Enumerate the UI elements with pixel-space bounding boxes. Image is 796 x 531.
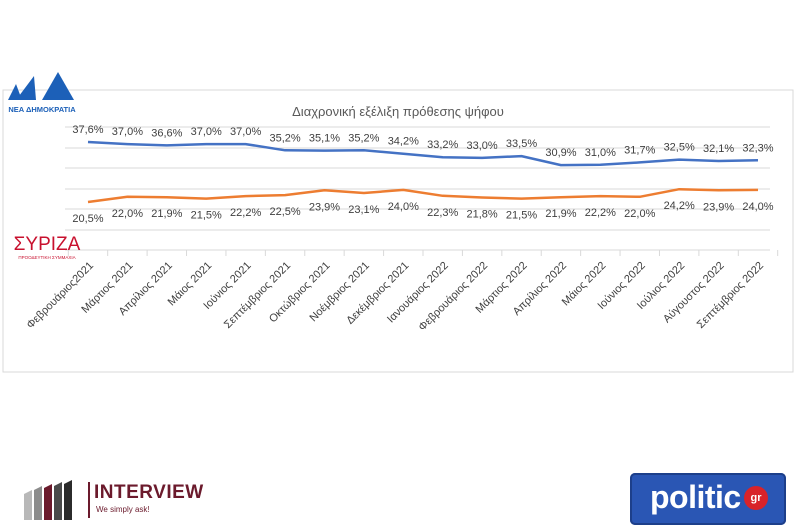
interview-logo: INTERVIEW We simply ask! <box>22 480 212 522</box>
chart-frame <box>2 89 794 373</box>
series-line-1 <box>87 187 759 204</box>
data-label: 37,0% <box>112 126 143 138</box>
data-labels: 37,6% 37,0% 36,6% 37,0% 37,0% 35,2% 35,1% 35,2%… <box>72 124 773 225</box>
data-label: 37,0% <box>230 126 261 138</box>
data-label: 35,2% <box>348 132 379 144</box>
data-label: 32,1% <box>703 143 734 155</box>
interview-bars-icon <box>24 480 72 520</box>
data-label: 21,9% <box>545 208 576 220</box>
data-label: 21,5% <box>506 210 537 222</box>
data-label: 37,0% <box>191 126 222 138</box>
data-label: 24,2% <box>664 200 695 212</box>
x-tick-label: Σεπτέμβριος 2021 <box>222 260 293 331</box>
data-label: 24,0% <box>742 201 773 213</box>
data-label: 23,9% <box>309 201 340 213</box>
series-line-0 <box>87 140 759 167</box>
interview-name: INTERVIEW <box>94 482 204 503</box>
x-tick-label: Φεβρουάριος2021 <box>24 260 96 332</box>
data-label: 21,5% <box>191 210 222 222</box>
chart-title: Διαχρονική εξέλιξη πρόθεσης ψήφου <box>292 104 504 119</box>
data-label: 21,8% <box>467 209 498 221</box>
data-label: 35,2% <box>269 132 300 144</box>
syriza-logo: ΣΥΡΙΖΑ ΠΡΟΟΔΕΥΤΙΚΗ ΣΥΜΜΑΧΙΑ <box>14 234 81 260</box>
nd-logo-name: ΝΕΑ ΔΗΜΟΚΡΑΤΙΑ <box>8 105 76 114</box>
data-label: 21,9% <box>151 208 182 220</box>
data-label: 33,5% <box>506 138 537 150</box>
data-label: 33,0% <box>467 140 498 152</box>
nd-logo-shape-small <box>8 84 22 100</box>
data-label: 22,3% <box>427 207 458 219</box>
data-label: 23,9% <box>703 201 734 213</box>
politic-logo-word: politic <box>650 479 741 515</box>
nd-logo-shape-left <box>16 76 36 100</box>
data-label: 32,5% <box>664 142 695 154</box>
grid <box>65 126 779 256</box>
data-label: 33,2% <box>427 139 458 151</box>
syriza-logo-name: ΣΥΡΙΖΑ <box>14 234 81 255</box>
data-label: 22,2% <box>230 207 261 219</box>
x-tick-label: Σεπτέμβριος 2022 <box>695 260 766 331</box>
data-label: 36,6% <box>151 127 182 139</box>
data-label: 20,5% <box>72 213 103 225</box>
data-label: 31,0% <box>585 147 616 159</box>
nd-logo: ΝΕΑ ΔΗΜΟΚΡΑΤΙΑ <box>8 72 76 114</box>
data-label: 34,2% <box>388 136 419 148</box>
series-layer <box>87 140 759 204</box>
politic-logo: politic gr <box>630 473 786 525</box>
nd-logo-shape-right <box>42 72 74 100</box>
data-label: 31,7% <box>624 144 655 156</box>
data-label: 24,0% <box>388 201 419 213</box>
data-label: 22,0% <box>112 208 143 220</box>
data-label: 35,1% <box>309 133 340 145</box>
data-label: 22,2% <box>585 207 616 219</box>
interview-tagline: We simply ask! <box>96 505 150 514</box>
data-label: 22,0% <box>624 208 655 220</box>
politic-logo-badge: gr <box>744 486 768 510</box>
data-label: 37,6% <box>72 124 103 136</box>
interview-separator <box>88 482 90 518</box>
syriza-logo-sub: ΠΡΟΟΔΕΥΤΙΚΗ ΣΥΜΜΑΧΙΑ <box>18 255 75 260</box>
x-tick-label: Φεβρουάριος 2022 <box>416 260 490 334</box>
data-label: 32,3% <box>742 142 773 154</box>
data-label: 30,9% <box>545 147 576 159</box>
data-label: 22,5% <box>269 206 300 218</box>
data-label: 23,1% <box>348 204 379 216</box>
